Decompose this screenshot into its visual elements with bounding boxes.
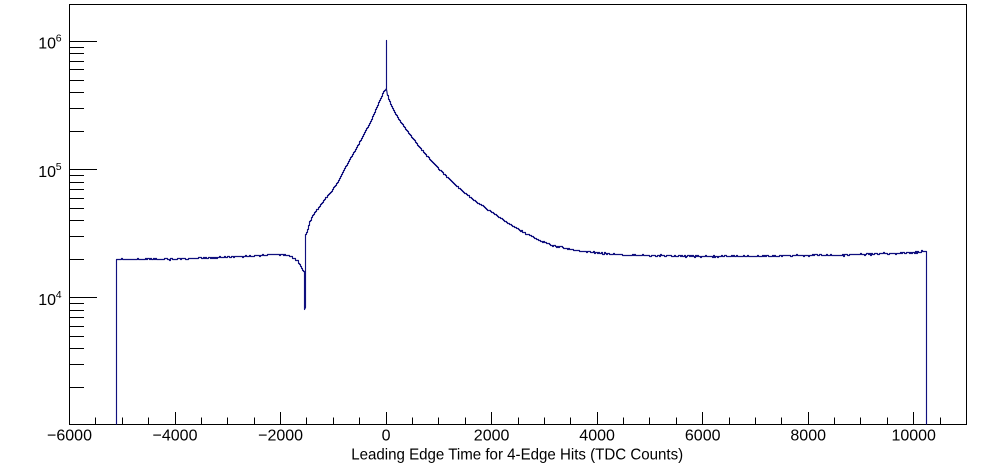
svg-text:0: 0 — [382, 428, 391, 445]
svg-text:2000: 2000 — [474, 428, 510, 445]
svg-text:4000: 4000 — [579, 428, 615, 445]
svg-text:10: 10 — [38, 36, 56, 53]
svg-text:5: 5 — [56, 161, 62, 173]
svg-text:4: 4 — [56, 289, 62, 301]
svg-text:−6000: −6000 — [47, 428, 92, 445]
svg-text:−2000: −2000 — [258, 428, 303, 445]
svg-text:10: 10 — [38, 164, 56, 181]
svg-text:8000: 8000 — [790, 428, 826, 445]
svg-text:Leading Edge Time for 4-Edge H: Leading Edge Time for 4-Edge Hits (TDC C… — [351, 447, 683, 464]
svg-text:10000: 10000 — [891, 428, 936, 445]
svg-text:10: 10 — [38, 292, 56, 309]
svg-text:−4000: −4000 — [153, 428, 198, 445]
svg-text:6: 6 — [56, 33, 62, 45]
svg-text:6000: 6000 — [685, 428, 721, 445]
